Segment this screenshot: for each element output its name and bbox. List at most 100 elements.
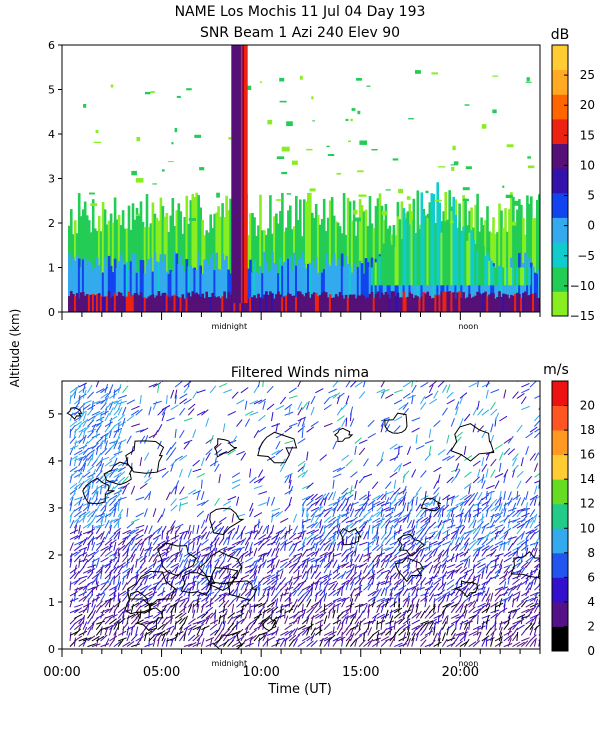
snr-cell [436, 274, 439, 312]
wind-barb [222, 628, 231, 636]
wind-barb [521, 388, 530, 394]
wind-barb [78, 420, 86, 427]
snr-cell [426, 215, 430, 286]
wind-barb [512, 517, 521, 523]
wind-barb [82, 587, 88, 597]
wind-barb [271, 642, 280, 648]
wind-barb [288, 604, 295, 614]
wind-barb [231, 614, 241, 619]
wind-barb [122, 482, 130, 490]
wind-barb [201, 611, 209, 619]
wind-barb [332, 427, 341, 433]
wind-barb [472, 573, 482, 580]
wind-barb [205, 553, 210, 563]
wind-barb [455, 536, 460, 546]
x-tick-label: 10:00 [242, 665, 279, 680]
wind-barb [455, 551, 464, 557]
wind-barb [376, 637, 380, 647]
colorbar-tick-label: 6 [587, 570, 595, 584]
wind-barb [174, 523, 184, 529]
wind-barb [108, 598, 112, 608]
wind-barb [503, 587, 509, 597]
wind-barb [376, 620, 386, 625]
wind-barb [336, 466, 346, 473]
wind-barb [209, 385, 217, 394]
wind-barb [516, 614, 526, 619]
snr-cell [201, 293, 204, 312]
snr-cell [255, 298, 258, 312]
wind-barb [402, 381, 411, 388]
wind-barb [78, 630, 88, 636]
wind-barb [354, 609, 358, 619]
wind-barb [288, 562, 298, 569]
wind-contour [333, 427, 354, 443]
wind-barb [402, 632, 406, 642]
wind-barb [415, 516, 424, 523]
wind-barb [288, 628, 296, 636]
wind-barb [126, 626, 130, 636]
colorbar-swatch [552, 242, 568, 268]
snr-cell [131, 170, 137, 176]
snr-cell [93, 295, 97, 312]
wind-barb [292, 542, 298, 551]
snr-cell [370, 291, 374, 312]
snr-cell [137, 295, 141, 312]
wind-barb [157, 467, 167, 473]
wind-barb [420, 502, 430, 507]
wind-barb [209, 586, 213, 596]
wind-barb [170, 576, 176, 585]
snr-cell [91, 199, 95, 312]
wind-barb [166, 381, 168, 382]
wind-barb [411, 625, 420, 631]
colorbar-tick-label: −15 [570, 309, 595, 323]
wind-barb [442, 590, 451, 597]
wind-barb [406, 520, 413, 529]
wind-barb [442, 528, 451, 535]
wind-barb [192, 634, 200, 642]
wind-barb [428, 532, 436, 540]
wind-barb [130, 548, 137, 557]
wind-barb [341, 628, 348, 636]
wind-barb [332, 597, 342, 602]
snr-cell [275, 199, 282, 201]
snr-cell [109, 213, 113, 312]
wind-barb [192, 581, 196, 591]
snr-cell [336, 172, 342, 175]
wind-barb [354, 628, 362, 636]
colorbar-tick-label: 15 [580, 128, 595, 142]
snr-cell [490, 292, 493, 312]
wind-barb [494, 443, 503, 450]
snr-cell [234, 45, 237, 304]
wind-barb [428, 445, 432, 455]
wind-barb [144, 508, 148, 518]
wind-barb [393, 590, 403, 597]
wind-barb [481, 480, 486, 489]
wind-barb [455, 431, 463, 439]
snr-cell [137, 270, 141, 312]
wind-barb [310, 529, 320, 535]
wind-barb [104, 545, 113, 552]
wind-barb [244, 609, 249, 619]
wind-barb [74, 586, 83, 591]
wind-barb [533, 598, 539, 608]
wind-barb [87, 586, 96, 591]
wind-barb [69, 535, 79, 540]
wind-barb [481, 569, 485, 580]
snr-cell [336, 296, 340, 312]
wind-barb [227, 536, 231, 546]
wind-barb [113, 440, 118, 450]
wind-barb [91, 586, 94, 596]
wind-barb [253, 384, 260, 394]
wind-barb [69, 581, 72, 591]
wind-barb [323, 603, 326, 613]
wind-barb [227, 440, 237, 444]
wind-barb [433, 492, 440, 501]
wind-barb [468, 513, 472, 523]
wind-barb [74, 472, 83, 478]
wind-barb [109, 614, 118, 619]
wind-barb [218, 621, 223, 630]
snr-cell [513, 200, 520, 206]
wind-barb [87, 568, 96, 574]
wind-barb [205, 564, 210, 574]
wind-barb [463, 609, 468, 619]
